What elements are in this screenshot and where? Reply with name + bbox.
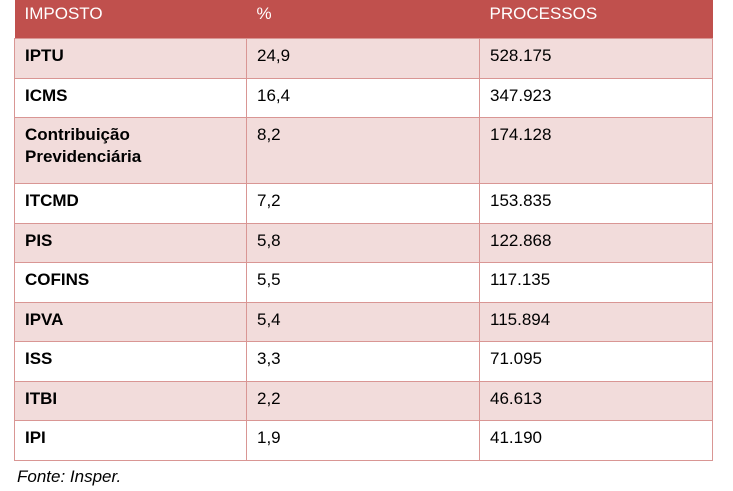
tax-table: IMPOSTO % PROCESSOS IPTU 24,9 528.175 IC… — [14, 0, 713, 461]
cell-processos: 46.613 — [479, 380, 713, 421]
cell-percent: 8,2 — [246, 116, 480, 184]
table-row: ICMS 16,4 347.923 — [14, 77, 713, 118]
cell-processos: 122.868 — [479, 222, 713, 263]
cell-imposto: IPVA — [14, 301, 247, 342]
table-row: ITCMD 7,2 153.835 — [14, 182, 713, 224]
header-processos: PROCESSOS — [479, 0, 713, 38]
cell-imposto: ISS — [14, 340, 247, 382]
cell-percent: 1,9 — [246, 419, 480, 461]
cell-processos: 41.190 — [479, 419, 713, 461]
cell-imposto: IPI — [14, 419, 247, 461]
cell-percent: 2,2 — [246, 380, 480, 421]
cell-imposto: ITCMD — [14, 182, 247, 224]
header-percent: % — [246, 0, 480, 38]
table-row: ISS 3,3 71.095 — [14, 340, 713, 382]
cell-imposto: ICMS — [14, 77, 247, 118]
table-row: ITBI 2,2 46.613 — [14, 380, 713, 421]
table-row: IPTU 24,9 528.175 — [14, 37, 713, 79]
cell-processos: 115.894 — [479, 301, 713, 342]
cell-imposto: ITBI — [14, 380, 247, 421]
cell-imposto: COFINS — [14, 261, 247, 303]
cell-percent: 7,2 — [246, 182, 480, 224]
table-row: COFINS 5,5 117.135 — [14, 261, 713, 303]
table-row: PIS 5,8 122.868 — [14, 222, 713, 263]
table-row: IPI 1,9 41.190 — [14, 419, 713, 461]
cell-percent: 5,4 — [246, 301, 480, 342]
cell-processos: 174.128 — [479, 116, 713, 184]
table-row: IPVA 5,4 115.894 — [14, 301, 713, 342]
table-row: Contribuição Previdenciária 8,2 174.128 — [14, 116, 713, 184]
cell-processos: 71.095 — [479, 340, 713, 382]
cell-imposto: Contribuição Previdenciária — [14, 116, 247, 184]
header-imposto: IMPOSTO — [14, 0, 247, 38]
cell-processos: 528.175 — [479, 37, 713, 79]
table-header-row: IMPOSTO % PROCESSOS — [14, 0, 713, 38]
cell-imposto: IPTU — [14, 37, 247, 79]
source-note: Fonte: Insper. — [17, 467, 122, 486]
cell-processos: 347.923 — [479, 77, 713, 118]
cell-percent: 5,5 — [246, 261, 480, 303]
cell-imposto: PIS — [14, 222, 247, 263]
cell-processos: 153.835 — [479, 182, 713, 224]
cell-percent: 16,4 — [246, 77, 480, 118]
cell-processos: 117.135 — [479, 261, 713, 303]
cell-percent: 3,3 — [246, 340, 480, 382]
cell-percent: 24,9 — [246, 37, 480, 79]
cell-percent: 5,8 — [246, 222, 480, 263]
